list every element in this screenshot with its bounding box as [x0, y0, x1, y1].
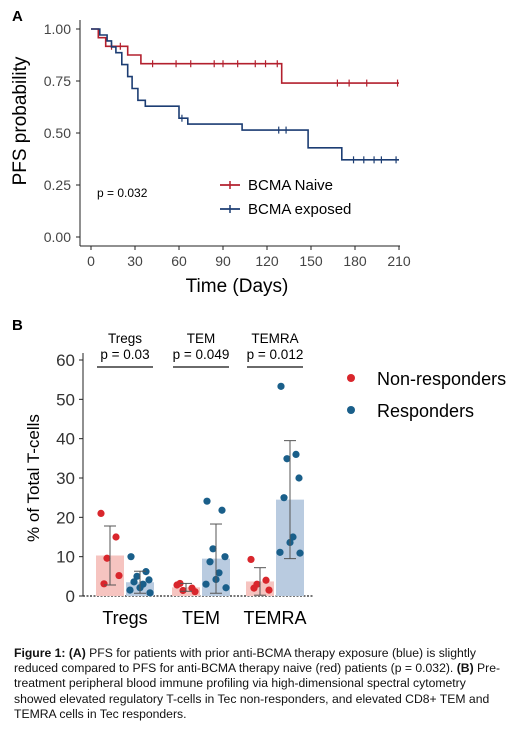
km-xlabel: Time (Days)	[186, 276, 289, 297]
figure-caption: Figure 1: (A) PFS for patients with prio…	[14, 646, 510, 722]
comparison-group-label: TEMRA	[251, 331, 298, 346]
bar-ylabel: % of Total T-cells	[24, 414, 43, 542]
km-y-tick-label: 0.50	[44, 125, 71, 141]
km-pvalue: p = 0.032	[97, 186, 148, 200]
bar-category-label: TEM	[182, 608, 220, 628]
bar-data-point	[262, 576, 270, 584]
bar-data-point	[247, 555, 255, 564]
bar-data-point	[292, 450, 300, 458]
bar-category-label: TEMRA	[244, 608, 307, 628]
bar-data-point	[127, 553, 135, 561]
bar-data-point	[97, 509, 105, 517]
km-y-tick-label: 1.00	[44, 21, 71, 37]
bar-legend-nonresp-label: Non-responders	[377, 369, 506, 389]
bar-y-tick-label: 0	[66, 587, 75, 606]
bar-y-tick-label: 20	[56, 508, 75, 527]
km-x-tick-label: 90	[215, 253, 231, 269]
km-x-tick-label: 0	[87, 253, 95, 269]
km-x-tick-label: 210	[387, 253, 411, 269]
km-y-tick-label: 0.25	[44, 177, 71, 193]
km-legend-exposed-label: BCMA exposed	[248, 201, 351, 218]
bar-data-point	[283, 455, 291, 463]
km-legend-naive-label: BCMA Naive	[248, 177, 333, 194]
bar-data-point	[191, 588, 199, 596]
bar-data-point	[103, 554, 111, 562]
comparison-p-value: p = 0.03	[100, 347, 149, 362]
bar-legend-resp-label: Responders	[377, 401, 474, 421]
bar-legend-resp-marker	[347, 406, 355, 414]
panel-b-label: B	[12, 317, 23, 334]
panel-a-label: A	[12, 8, 23, 25]
bar-data-point	[206, 558, 214, 566]
bar-data-point	[276, 548, 284, 556]
caption-prefix: Figure 1:	[14, 646, 66, 660]
km-y-tick-label: 0.00	[44, 229, 71, 245]
km-x-tick-label: 180	[343, 253, 367, 269]
bar-data-point	[203, 497, 211, 505]
bar-data-point	[289, 533, 297, 541]
bar-data-point	[250, 584, 258, 592]
bar-category-label: Tregs	[102, 608, 147, 628]
km-x-tick-label: 120	[255, 253, 279, 269]
caption-a-tag: (A)	[68, 646, 86, 660]
bar-data-point	[130, 578, 138, 586]
bar-y-tick-label: 30	[56, 469, 75, 488]
bar-data-point	[145, 576, 153, 584]
bar-data-point	[222, 584, 230, 592]
km-legend: BCMA Naive BCMA exposed	[220, 177, 351, 218]
caption-a-text: PFS for patients with prior anti-BCMA th…	[14, 646, 476, 676]
km-chart: 0.00 0.25 0.50 0.75 1.00 0 30 60 90 120 150 180 210	[44, 20, 411, 269]
bar-data-point	[296, 549, 304, 557]
bar-data-point	[280, 494, 288, 502]
bar-data-point	[277, 382, 285, 390]
bar-y-tick-label: 10	[56, 548, 75, 567]
km-x-tick-label: 150	[299, 253, 323, 269]
bar-data-point	[179, 586, 187, 595]
km-x-tick-label: 30	[127, 253, 143, 269]
km-ylabel: PFS probability	[10, 56, 31, 185]
comparison-p-value: p = 0.049	[173, 347, 230, 362]
bar-data-point	[209, 545, 217, 553]
bar-y-tick-label: 40	[56, 430, 75, 449]
bar-data-point	[265, 586, 273, 594]
bar-data-point	[218, 506, 226, 514]
bar-data-point	[295, 474, 303, 482]
bar-data-point	[115, 571, 123, 580]
bar-data-point	[100, 580, 108, 588]
km-curve-naive	[91, 28, 399, 84]
km-curve-exposed	[91, 28, 399, 161]
bar-data-point	[202, 580, 210, 588]
bar-data-point	[146, 589, 154, 597]
caption-b-text: Pre-treatment peripheral blood immune pr…	[14, 661, 501, 721]
km-y-tick-label: 0.75	[44, 73, 71, 89]
bar-legend: Non-responders Responders	[347, 369, 506, 421]
bar-data-point	[112, 533, 120, 541]
caption-b-tag: (B)	[456, 661, 474, 676]
bar-legend-nonresp-marker	[347, 374, 355, 382]
bar-data-point	[215, 569, 223, 577]
comparison-p-value: p = 0.012	[247, 347, 304, 362]
comparison-group-label: Tregs	[108, 331, 142, 346]
comparison-group-label: TEM	[187, 331, 216, 346]
bar-y-tick-label: 60	[56, 351, 75, 370]
bar-y-tick-label: 50	[56, 390, 75, 409]
bar-data-point	[133, 572, 141, 580]
bar-data-point	[126, 586, 134, 594]
km-x-tick-label: 60	[171, 253, 187, 269]
bar-data-point	[221, 553, 229, 561]
